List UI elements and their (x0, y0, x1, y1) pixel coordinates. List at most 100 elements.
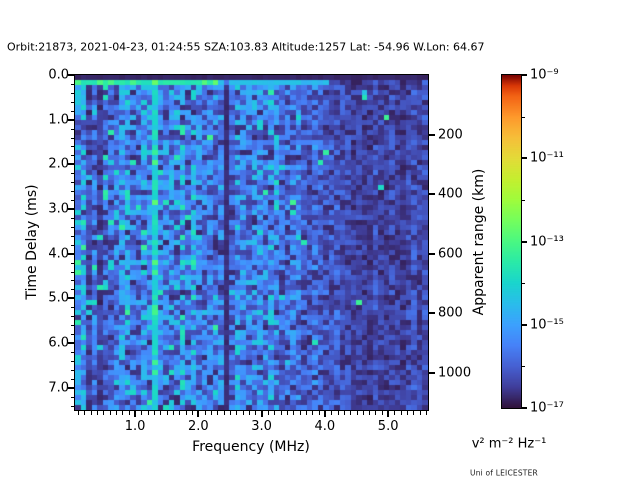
y2-major-tick (429, 252, 435, 255)
colorbar-major-tick (522, 74, 527, 76)
x-minor-tick (382, 411, 383, 415)
y-minor-tick (70, 370, 74, 371)
y-minor-tick (70, 245, 74, 246)
y-minor-tick (70, 379, 74, 380)
y-minor-tick (70, 102, 74, 103)
y-minor-tick (70, 334, 74, 335)
x-minor-tick (116, 411, 117, 415)
x-minor-tick (287, 411, 288, 415)
y-minor-tick (70, 227, 74, 228)
x-minor-tick (205, 411, 206, 415)
colorbar-minor-tick (522, 200, 525, 201)
x-minor-tick (91, 411, 92, 415)
y-minor-tick (70, 111, 74, 112)
y-minor-tick (70, 280, 74, 281)
y-tick-label: 5.0 (48, 290, 69, 306)
y-major-tick (68, 342, 74, 344)
y-minor-tick (70, 307, 74, 308)
colorbar-minor-tick (522, 117, 525, 118)
x-minor-tick (426, 411, 427, 415)
x-minor-tick (312, 411, 313, 415)
x-minor-tick (84, 411, 85, 415)
colorbar-unit-label: v² m⁻² Hz⁻¹ (471, 436, 547, 452)
x-major-tick (387, 411, 390, 417)
y-major-tick (68, 163, 74, 166)
x-minor-tick (129, 411, 130, 415)
x-minor-tick (167, 411, 168, 415)
y-minor-tick (70, 191, 74, 192)
y-major-tick (68, 386, 74, 389)
x-major-tick (323, 411, 326, 417)
x-axis-label: Frequency (MHz) (192, 439, 310, 455)
y-minor-tick (70, 200, 74, 201)
x-minor-tick (274, 411, 275, 415)
y-minor-tick (70, 397, 74, 398)
y-minor-tick (70, 361, 74, 362)
colorbar-tick-label: 10⁻⁹ (530, 67, 559, 83)
y2-tick-label: 800 (438, 305, 463, 321)
x-major-tick (134, 411, 137, 417)
colorbar-major-tick (522, 157, 527, 160)
x-tick-label: 5.0 (377, 419, 399, 434)
x-minor-tick (236, 411, 237, 415)
colorbar-minor-tick (522, 366, 525, 367)
x-minor-tick (338, 411, 339, 415)
y-minor-tick (70, 129, 74, 130)
x-tick-label: 3.0 (251, 419, 272, 434)
x-tick-label: 1.0 (124, 419, 146, 434)
x-minor-tick (103, 411, 104, 415)
x-minor-tick (141, 411, 142, 415)
y-minor-tick (70, 289, 74, 290)
spectrogram-heatmap (75, 75, 428, 410)
x-major-tick (197, 411, 200, 417)
colorbar-major-tick (522, 323, 527, 326)
y-tick-label: 4.0 (48, 246, 69, 262)
x-minor-tick (255, 411, 256, 415)
x-minor-tick (357, 411, 358, 415)
y2-major-tick (429, 312, 435, 315)
y-minor-tick (70, 182, 74, 183)
colorbar-minor-tick (522, 283, 525, 284)
colorbar-tick-label: 10⁻¹⁷ (530, 400, 564, 416)
y2-major-tick (429, 133, 435, 136)
y-tick-label: 2.0 (48, 156, 69, 172)
y2-axis-label: Apparent range (km) (471, 168, 487, 316)
x-major-tick (260, 411, 263, 417)
y-tick-label: 7.0 (48, 380, 69, 396)
y-minor-tick (70, 218, 74, 219)
x-minor-tick (394, 411, 395, 415)
x-minor-tick (179, 411, 180, 415)
x-minor-tick (173, 411, 174, 415)
y-minor-tick (70, 406, 74, 407)
x-minor-tick (249, 411, 250, 415)
x-tick-label: 4.0 (314, 419, 336, 434)
y-tick-label: 1.0 (48, 112, 69, 128)
x-tick-label: 2.0 (188, 419, 209, 434)
y-minor-tick (70, 352, 74, 353)
y-minor-tick (70, 316, 74, 317)
x-minor-tick (407, 411, 408, 415)
y2-major-tick (429, 193, 435, 196)
colorbar-tick-label: 10⁻¹¹ (530, 150, 564, 166)
x-minor-tick (217, 411, 218, 415)
y-minor-tick (70, 155, 74, 156)
x-minor-tick (363, 411, 364, 415)
y-minor-tick (70, 236, 74, 237)
y-minor-tick (70, 84, 74, 85)
x-minor-tick (375, 411, 376, 415)
x-minor-tick (319, 411, 320, 415)
y-tick-label: 0.0 (48, 67, 69, 83)
x-minor-tick (224, 411, 225, 415)
x-minor-tick (420, 411, 421, 415)
y-minor-tick (70, 325, 74, 326)
y-tick-label: 3.0 (48, 201, 69, 217)
y-minor-tick (70, 93, 74, 94)
colorbar-major-tick (522, 407, 527, 409)
y-major-tick (68, 118, 74, 121)
y-minor-tick (70, 146, 74, 147)
x-minor-tick (97, 411, 98, 415)
x-minor-tick (268, 411, 269, 415)
y-major-tick (68, 208, 74, 210)
colorbar-tick-label: 10⁻¹³ (530, 234, 564, 249)
